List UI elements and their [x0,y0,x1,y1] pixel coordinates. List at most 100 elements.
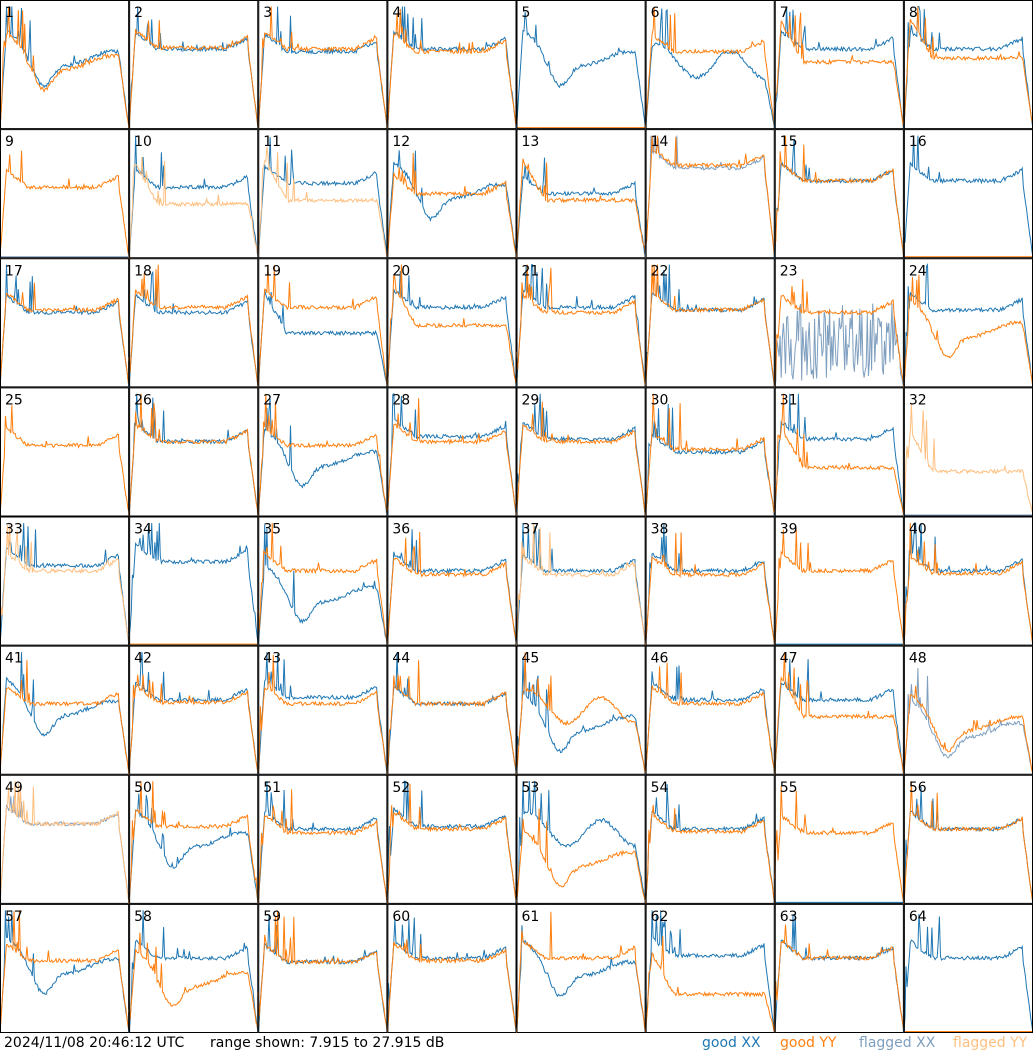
panel-24-label: 24 [909,263,927,279]
panel-4: 4 [386,0,517,130]
panel-25-frame [0,387,130,517]
panel-56-yy-line [903,781,1033,904]
panel-26-frame [129,387,259,517]
legend-flagged-xx: flagged XX [859,1035,936,1051]
panel-16-xx-line [903,135,1033,259]
panel-55-yy-line [774,786,905,904]
panel-63-frame [774,903,904,1033]
panel-62: 62 [645,903,776,1033]
timestamp: 2024/11/08 20:46:12 UTC [4,1035,185,1051]
panel-56: 56 [903,774,1033,904]
panel-24-yy-line [903,274,1033,388]
panel-13-frame [516,129,646,259]
panel-27-xx-line [257,398,388,517]
panel-61-xx-line [516,925,647,1033]
panel-63-label: 63 [780,909,798,925]
panel-53: 53 [516,774,647,904]
panel-47-xx-line [774,658,905,775]
panel-3-frame [258,0,388,130]
panel-5: 5 [516,0,647,130]
panel-12-xx-line [386,150,517,259]
panel-57-xx-line [0,910,130,1033]
panel-29-label: 29 [522,392,540,408]
panel-15-yy-line [774,135,905,259]
panel-51-yy-line [257,789,388,904]
panel-30-yy-line [645,393,776,517]
panel-27-frame [258,387,388,517]
panel-14-yy-line [645,135,776,259]
panel-41-xx-line [0,652,130,767]
panel-26: 26 [128,387,259,517]
panel-64-label: 64 [909,909,927,925]
panel-63-xx-line [774,913,905,1033]
panel-61-yy-line [516,911,647,1033]
panel-37-label: 37 [522,522,540,538]
panel-15-frame [774,129,904,259]
panel-35: 35 [257,516,388,646]
panel-2-frame [129,0,259,130]
panel-11-frame [258,129,388,259]
panel-22-frame [645,258,775,388]
panel-40-xx-line [903,522,1033,646]
panel-40-yy-line [903,522,1033,646]
panel-52-xx-line [386,780,517,904]
panel-36-frame [387,516,517,646]
panel-17-label: 17 [5,263,23,279]
panel-60-label: 60 [392,909,410,925]
panel-3-yy-line [257,6,388,130]
panel-52: 52 [386,774,517,904]
panel-6-label: 6 [651,5,660,21]
panel-44-yy-line [386,660,517,775]
panel-1-label: 1 [5,5,14,21]
panel-62-label: 62 [651,909,669,925]
panel-9: 9 [0,129,130,259]
panel-60: 60 [386,903,517,1033]
panel-39-yy-line [774,529,905,645]
panel-46-label: 46 [651,651,669,667]
panel-57-frame [0,903,130,1033]
panel-57: 57 [0,903,130,1033]
panel-5-xx-line [516,12,647,130]
panel-8: 8 [903,0,1033,130]
panel-41-yy-line [0,660,130,775]
panel-58-label: 58 [134,909,152,925]
panel-43: 43 [257,645,388,775]
panel-2-yy-line [128,20,259,130]
panel-58: 58 [128,903,259,1033]
panel-4-xx-line [386,6,517,130]
panel-13-xx-line [516,157,647,259]
panel-24: 24 [903,258,1033,388]
panel-30: 30 [645,387,776,517]
panel-19-xx-line [257,289,388,388]
panel-47-yy-line [774,652,905,775]
panel-8-yy-line [903,6,1033,124]
panel-59-yy-line [257,910,388,1032]
panel-10-label: 10 [134,134,152,150]
panel-34: 34 [128,516,259,646]
panel-52-yy-line [386,783,517,904]
panel-10-frame [129,129,259,259]
panel-31-yy-line [774,393,905,516]
panel-39-frame [774,516,904,646]
panel-28: 28 [386,387,517,517]
panel-41-label: 41 [5,651,23,667]
panel-10: 10 [128,129,259,259]
panel-50: 50 [128,774,259,904]
legend-flagged-yy: flagged YY [953,1035,1028,1051]
legend-good-xx: good XX [702,1035,761,1051]
panel-23-yy-line [774,279,905,388]
panel-23-frame [774,258,904,388]
panel-10-xx-line [128,135,259,259]
panel-33-xx-line [0,522,130,646]
panel-1-yy-line [0,6,130,130]
panel-23: 23 [774,258,905,388]
panel-36-xx-line [386,529,517,646]
panel-35-label: 35 [263,522,281,538]
panel-22-label: 22 [651,263,669,279]
panel-49-xx-line [0,795,130,904]
panel-23-label: 23 [780,263,798,279]
panel-19: 19 [257,258,388,388]
panel-30-label: 30 [651,392,669,408]
panel-45-label: 45 [522,651,540,667]
panel-21: 21 [516,258,647,388]
